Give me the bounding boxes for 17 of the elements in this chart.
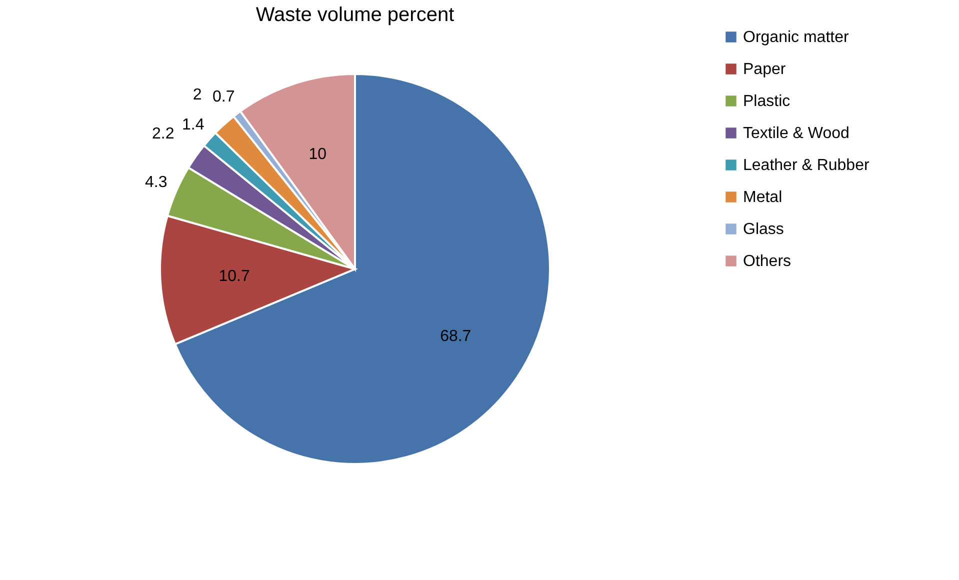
data-label: 68.7: [440, 328, 472, 346]
data-label: 2: [192, 86, 202, 104]
data-label: 10.7: [218, 268, 250, 286]
legend-label: Organic matter: [743, 29, 850, 46]
legend-label: Plastic: [743, 93, 790, 110]
chart-title: Waste volume percent: [256, 4, 455, 26]
data-label: 2.2: [152, 125, 174, 142]
legend-label: Others: [743, 253, 792, 270]
legend-label: Glass: [743, 221, 784, 238]
data-label: 4.3: [144, 174, 168, 192]
legend-label: Leather & Rubber: [743, 157, 870, 174]
legend-label: Paper: [743, 61, 786, 78]
data-label: 1.4: [182, 116, 204, 134]
data-label: 10: [308, 146, 327, 164]
data-label: 0.7: [212, 88, 235, 106]
legend-label: Metal: [743, 189, 782, 206]
legend-label: Textile & Wood: [743, 125, 850, 142]
